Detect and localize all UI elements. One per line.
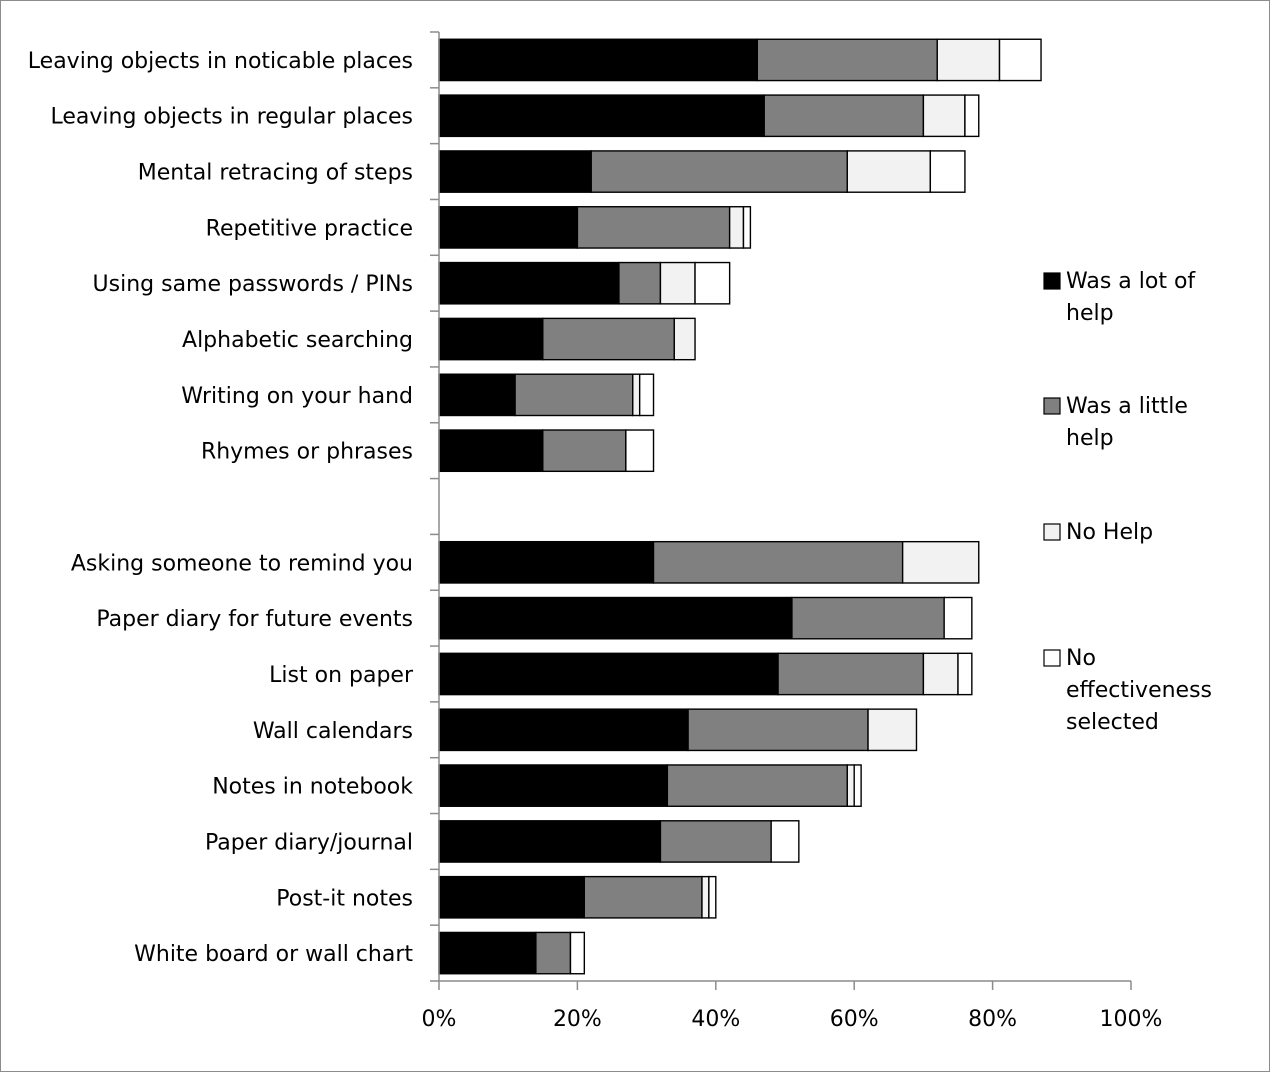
bar-segment (590, 150, 848, 193)
category-label: Post-it notes (276, 886, 413, 911)
bar-segment (569, 931, 586, 975)
x-tick-label: 60% (830, 1007, 879, 1032)
bar-segment (964, 94, 980, 138)
bar-segment (673, 317, 696, 361)
bar-segment (846, 764, 855, 807)
bar-segment (438, 540, 655, 584)
bar-segment (756, 38, 938, 82)
bar-segment (652, 540, 904, 584)
bar-segment (922, 94, 966, 138)
bar-segment (853, 764, 862, 807)
bar-segment (535, 931, 572, 975)
bar-segment (998, 38, 1042, 82)
bar-segment (542, 429, 627, 473)
legend-label: No (1066, 646, 1096, 671)
x-tick-label: 100% (1100, 1007, 1163, 1032)
bar-segment (659, 820, 772, 863)
bar-segment (438, 875, 586, 919)
bar-segment (438, 708, 689, 752)
legend-swatch (1043, 649, 1061, 667)
legend-label: Was a lot of (1066, 269, 1196, 294)
bar-segment (438, 820, 662, 863)
category-label: Asking someone to remind you (71, 551, 413, 576)
category-label: Leaving objects in regular places (50, 105, 413, 130)
bar-segment (777, 652, 925, 696)
x-tick-label: 20% (553, 1007, 602, 1032)
bar-segment (901, 540, 980, 584)
legend-swatch (1043, 397, 1061, 415)
bar-segment (618, 261, 662, 305)
bar-segment (687, 708, 869, 752)
category-label: Alphabetic searching (182, 328, 413, 353)
bar-segment (922, 652, 959, 696)
category-label: Writing on your hand (181, 384, 413, 409)
bar-segment (666, 764, 848, 807)
bar-segment (438, 931, 537, 975)
bar-segment (659, 261, 696, 305)
bar-segment (438, 150, 592, 193)
legend-label: Was a little (1066, 394, 1188, 419)
legend-swatch (1043, 272, 1061, 290)
category-label: Repetitive practice (206, 216, 413, 241)
bar-segment (638, 373, 655, 417)
bar-segment (438, 429, 544, 473)
bar-segment (701, 875, 710, 919)
category-label: Wall calendars (253, 719, 413, 744)
x-tick-label: 40% (691, 1007, 740, 1032)
bar-segment (438, 317, 544, 361)
legend-label: help (1066, 301, 1114, 326)
legend-label: No Help (1066, 520, 1153, 545)
category-label: Paper diary for future events (96, 607, 413, 632)
bar-segment (929, 150, 966, 193)
legend-label: help (1066, 426, 1114, 451)
bar-segment (438, 94, 765, 138)
bar-segment (763, 94, 925, 138)
bar-segment (728, 206, 745, 249)
legend-swatch (1043, 523, 1061, 541)
bar-segment (791, 596, 945, 640)
bar-segment (576, 206, 731, 249)
bar-segment (438, 206, 579, 249)
bar-segment (694, 261, 731, 305)
bar-segment (867, 708, 918, 752)
bar-segment (846, 150, 932, 193)
bar-segment (438, 764, 669, 807)
category-label: List on paper (269, 663, 414, 688)
bar-segment (957, 652, 973, 696)
bar-segment (438, 261, 620, 305)
bar-segment (708, 875, 717, 919)
category-label: Paper diary/journal (205, 830, 413, 855)
category-label: Using same passwords / PINs (93, 272, 413, 297)
category-label: Notes in notebook (212, 775, 413, 800)
legend-label: effectiveness (1066, 678, 1212, 703)
x-tick-label: 0% (422, 1007, 457, 1032)
bar-segment (770, 820, 800, 863)
bar-segment (742, 206, 752, 249)
bar-segment (438, 652, 779, 696)
bar-segment (438, 373, 516, 417)
bar-segment (632, 373, 641, 417)
category-label: Rhymes or phrases (201, 440, 413, 465)
x-tick-label: 80% (968, 1007, 1017, 1032)
bar-segment (943, 596, 973, 640)
bar-segment (583, 875, 703, 919)
bar-segment (542, 317, 675, 361)
category-label: White board or wall chart (134, 942, 413, 967)
bar-segment (936, 38, 1001, 82)
category-label: Leaving objects in noticable places (28, 49, 413, 74)
category-label: Mental retracing of steps (138, 161, 413, 186)
legend-label: selected (1066, 710, 1159, 735)
bar-segment (625, 429, 655, 473)
bar-segment (514, 373, 634, 417)
bar-segment (438, 596, 793, 640)
bar-segment (438, 38, 759, 82)
